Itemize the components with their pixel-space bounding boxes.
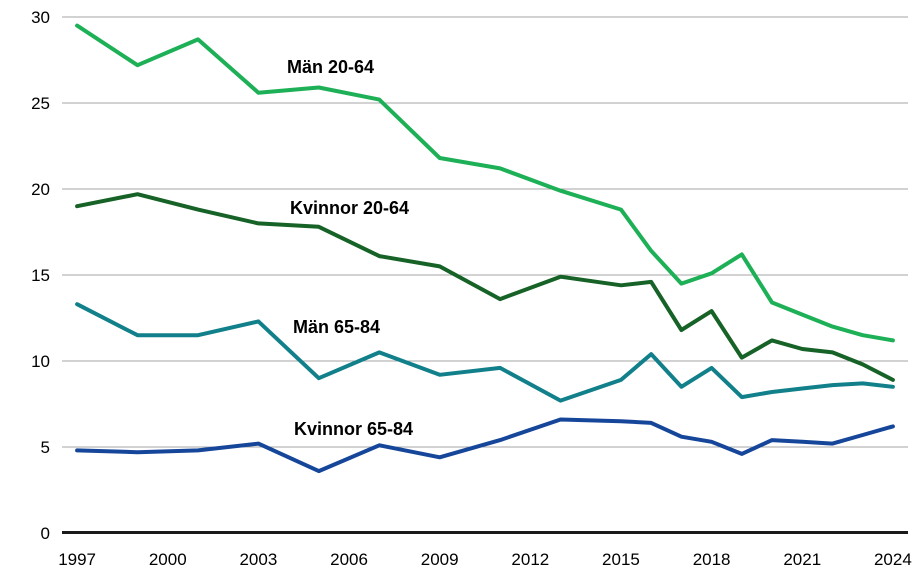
series-line-m-n-20-64: [75, 23, 895, 343]
x-axis-tick-label: 2024: [874, 550, 912, 569]
x-axis-tick-label: 2006: [330, 550, 368, 569]
series-line-m-n-65-84: [75, 302, 895, 403]
x-axis-tick-label: 2003: [239, 550, 277, 569]
x-axis-tick-label: 2015: [602, 550, 640, 569]
x-axis-tick-label: 1997: [58, 550, 96, 569]
y-axis-tick-label: 15: [31, 266, 50, 285]
x-axis-tick-label: 2009: [421, 550, 459, 569]
x-axis-tick-label: 2012: [511, 550, 549, 569]
y-axis-tick-label: 30: [31, 8, 50, 27]
y-axis-tick-label: 0: [41, 524, 50, 543]
series-line-kvinnor-20-64: [75, 192, 895, 382]
x-axis-tick-label: 2018: [693, 550, 731, 569]
series-label-kvinnor-65-84: Kvinnor 65-84: [294, 419, 413, 439]
series-label-m-n-20-64: Män 20-64: [287, 57, 374, 77]
series-line-kvinnor-65-84: [75, 417, 895, 474]
series-label-m-n-65-84: Män 65-84: [293, 317, 380, 337]
y-axis-tick-label: 25: [31, 94, 50, 113]
y-axis-tick-label: 10: [31, 352, 50, 371]
series-label-kvinnor-20-64: Kvinnor 20-64: [290, 198, 409, 218]
x-axis-line: [62, 531, 908, 534]
x-axis-tick-label: 2021: [783, 550, 821, 569]
x-axis-tick-label: 2000: [149, 550, 187, 569]
y-axis-tick-label: 20: [31, 180, 50, 199]
y-axis-tick-label: 5: [41, 438, 50, 457]
